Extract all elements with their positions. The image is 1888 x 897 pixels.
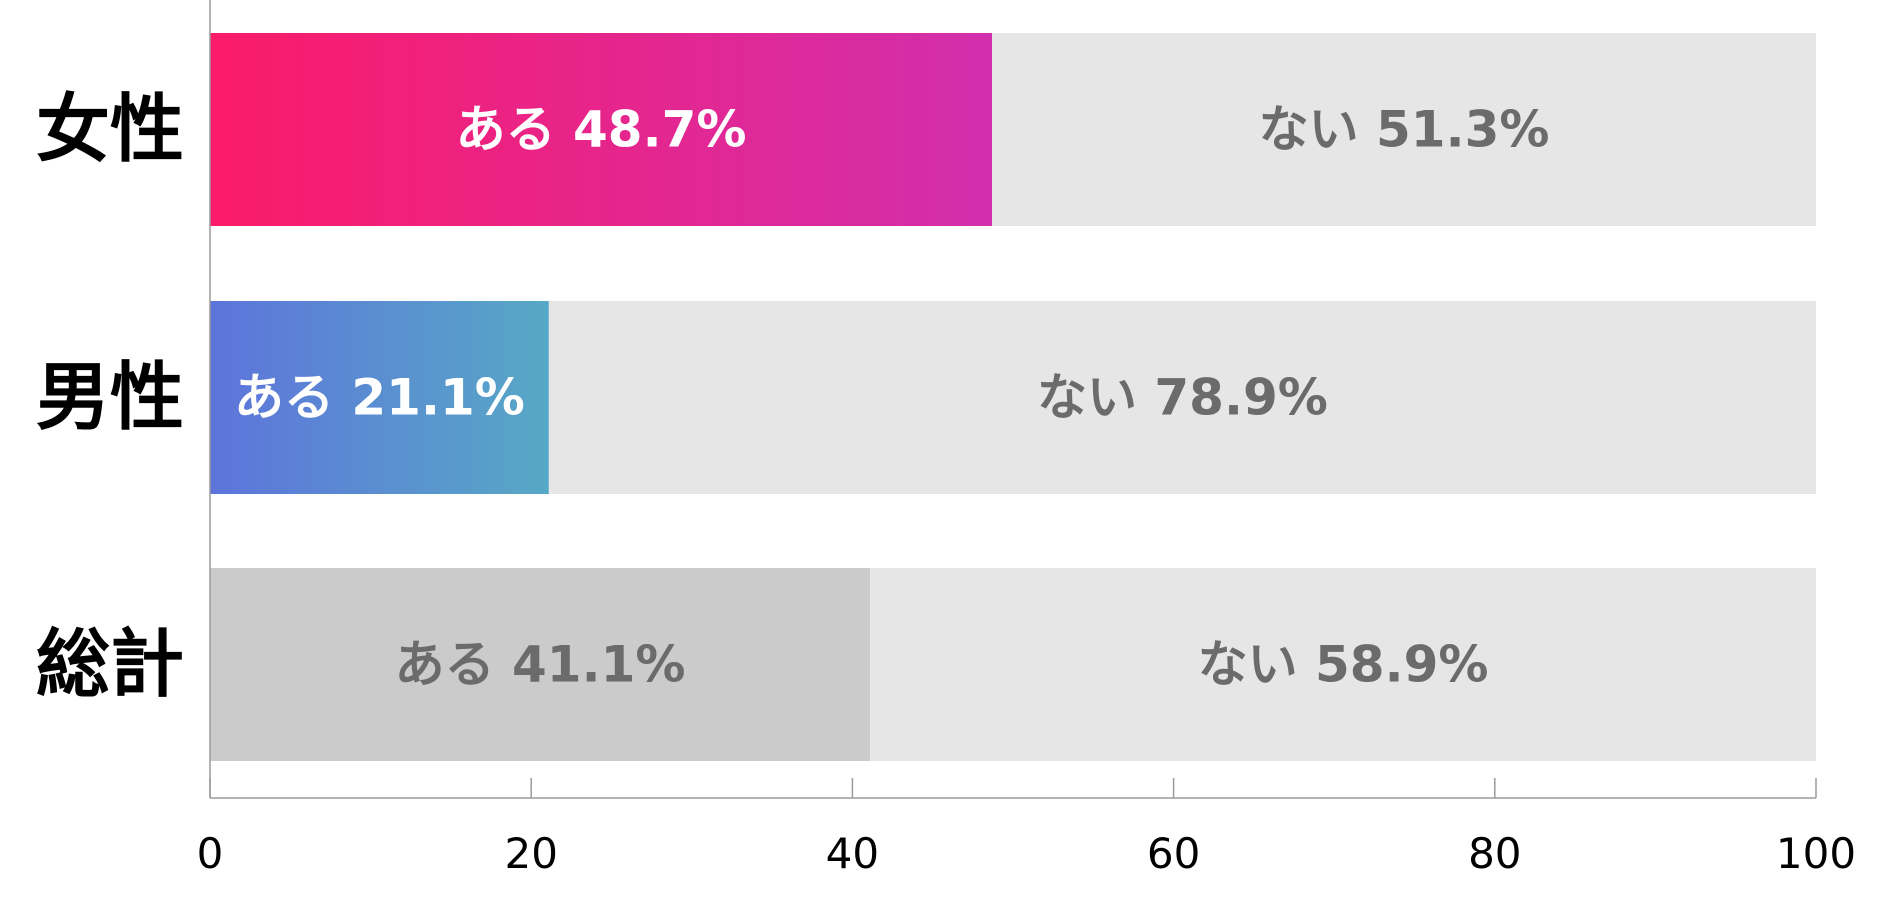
data-label-aru-1: ある 21.1% — [234, 369, 525, 427]
data-label-nai-1: ない 78.9% — [1037, 369, 1328, 427]
x-tick-label-0: 0 — [197, 829, 224, 878]
bar-aru-0 — [210, 33, 993, 226]
data-label-nai-2: ない 58.9% — [1198, 636, 1489, 694]
category-label-2: 総計 — [36, 622, 184, 708]
x-tick-label-3: 60 — [1147, 829, 1200, 878]
x-tick-label-2: 40 — [826, 829, 879, 878]
data-label-aru-0: ある 48.7% — [456, 101, 747, 159]
bar-nai-2 — [870, 568, 1816, 761]
bar-nai-1 — [548, 301, 1817, 494]
x-tick-label-1: 20 — [504, 829, 557, 878]
bar-aru-2 — [210, 568, 871, 761]
bars-layer: ある 48.7% ない 51.3% ある 21.1% ない 78.9% ある 41.1%… — [210, 33, 1817, 761]
data-label-aru-2: ある 41.1% — [395, 636, 686, 694]
bar-aru-1 — [210, 301, 549, 494]
x-tick-label-4: 80 — [1468, 829, 1521, 878]
axis-layer: 0 20 40 60 80 100 — [197, 0, 1856, 878]
x-tick-label-5: 100 — [1776, 829, 1856, 878]
bar-nai-0 — [992, 33, 1816, 226]
data-label-nai-0: ない 51.3% — [1259, 101, 1550, 159]
category-label-1: 男性 — [36, 355, 184, 441]
category-label-0: 女性 — [36, 87, 184, 173]
